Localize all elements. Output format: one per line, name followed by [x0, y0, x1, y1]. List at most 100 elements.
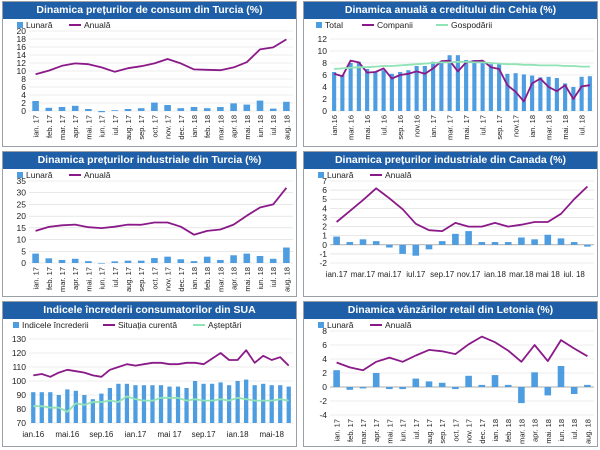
x-tick-label: sep. 17 [137, 267, 146, 292]
x-tick-label: mai 17 [158, 430, 183, 439]
bar-total [455, 55, 460, 111]
bar-lunara [98, 263, 105, 264]
bar-total [554, 78, 559, 111]
bar-lunara [151, 102, 158, 111]
bar-total [356, 61, 361, 111]
bar-lunara [544, 234, 552, 245]
y-tick-label: 100 [12, 376, 26, 386]
bar-lunara [203, 108, 211, 111]
x-tick-label: ian. 18 [190, 267, 199, 290]
y-tick-label: 0 [322, 106, 327, 116]
chart-panel-us-consumer-confidence: Indicele încrederii consumatorilor din S… [2, 301, 297, 447]
x-tick-label: sep.17 [192, 430, 217, 439]
bar-lunara [32, 101, 39, 111]
y-tick-label: -2 [319, 396, 327, 406]
chart-us-consumer-confidence: 70 80 90 100 110 120 130 ian.16 mai.16 sep.16 ian.… [12, 320, 293, 439]
y-tick-label: 2 [322, 94, 327, 104]
y-tick-label: 12 [318, 34, 328, 44]
y-tick-label: -4 [319, 410, 327, 420]
bar-lunara [85, 109, 92, 111]
bar-indicele-increderii [218, 382, 223, 423]
y-tick-label: 20 [17, 26, 27, 36]
y-tick-label: 80 [17, 404, 27, 414]
x-tick-label: mar. 18 [216, 115, 225, 140]
bar-total [439, 61, 444, 111]
bar-total [497, 64, 502, 111]
x-tick-label: mai. 18 [544, 419, 553, 444]
y-tick-label: 6 [322, 340, 327, 350]
y-tick-label: 6 [322, 70, 327, 80]
x-tick-label: sep. 17 [438, 419, 447, 444]
x-tick-label: feb. 18 [203, 267, 212, 290]
x-tick-label: mar. 18 [545, 115, 554, 140]
line-series-anuala [35, 38, 287, 76]
bar-lunara [32, 253, 39, 263]
legend-swatch [13, 322, 19, 328]
bar-lunara [333, 370, 340, 387]
x-tick-label: ian.16 [330, 115, 339, 135]
bar-total [579, 76, 584, 111]
x-tick-label: iul. 17 [111, 115, 120, 135]
bar-lunara [190, 261, 198, 263]
x-tick-label: apr. 18 [230, 267, 239, 290]
bar-lunara [124, 260, 132, 263]
bar-lunara [425, 244, 433, 250]
legend-label-gospodarii: Gospodării [451, 20, 492, 30]
bar-total [546, 76, 551, 111]
bar-lunara [45, 258, 53, 263]
bar-lunara [438, 382, 446, 387]
chart-title: Indicele încrederii consumatorilor din S… [3, 302, 296, 319]
bar-total [505, 73, 510, 111]
x-tick-label: ian.17 [326, 270, 348, 279]
y-tick-label: 4 [21, 90, 26, 100]
y-tick-label: 10 [318, 46, 328, 56]
bar-lunara [465, 375, 472, 387]
bar-lunara [544, 387, 552, 396]
bar-indicele-increderii [252, 385, 257, 423]
line-series-anuala [336, 335, 588, 372]
x-tick-label: apr. 18 [531, 419, 540, 442]
x-tick-label: dec. 17 [177, 115, 186, 140]
bar-lunara [85, 261, 92, 263]
x-tick-label: iun. 17 [98, 115, 107, 138]
x-tick-label: mai.16 [55, 430, 80, 439]
x-tick-label: oct. 17 [150, 115, 159, 138]
y-tick-label: 4 [322, 354, 327, 364]
x-tick-label: ian.18 [484, 270, 506, 279]
y-tick-label: 110 [12, 362, 26, 372]
y-tick-label: 120 [12, 348, 26, 358]
bar-lunara [518, 387, 525, 404]
x-tick-label: ian.17 [125, 430, 147, 439]
x-tick-label: aug. 17 [124, 267, 133, 292]
x-tick-label: aug. 18 [583, 419, 592, 444]
legend-label-lunara: Lunară [327, 320, 354, 330]
x-tick-label: sep. 16 [396, 115, 405, 140]
x-tick-label: mai 18 [536, 270, 561, 279]
bar-total [464, 60, 469, 111]
bar-indicele-increderii [278, 385, 283, 423]
bar-total [348, 63, 353, 111]
y-tick-label: 25 [17, 199, 27, 209]
bar-lunara [230, 103, 237, 111]
chart-title: Dinamica anuală a creditului din Cehia (… [304, 2, 597, 19]
legend-swatch [17, 22, 23, 28]
y-tick-label: 16 [17, 42, 27, 52]
x-tick-label: mai. 16 [363, 115, 372, 140]
bar-indicele-increderii [31, 392, 36, 423]
chart-title: Dinamica prețurilor industriale din Cana… [304, 152, 597, 169]
x-tick-label: nov. 17 [465, 419, 474, 443]
x-tick-label: mai. 17 [385, 419, 394, 444]
y-tick-label: 90 [17, 390, 27, 400]
x-tick-label: mai. 17 [84, 115, 93, 140]
y-tick-label: 0 [322, 240, 327, 250]
bar-lunara [452, 387, 459, 390]
bar-indicele-increderii [286, 386, 291, 423]
x-tick-label: mai. 18 [561, 115, 570, 140]
x-tick-label: apr. 17 [372, 419, 381, 442]
x-tick-label: mar. 18 [517, 419, 526, 444]
legend-swatch [316, 22, 322, 28]
bar-lunara [269, 108, 277, 111]
bar-lunara [203, 256, 211, 263]
x-tick-label: nov. 17 [164, 115, 173, 139]
